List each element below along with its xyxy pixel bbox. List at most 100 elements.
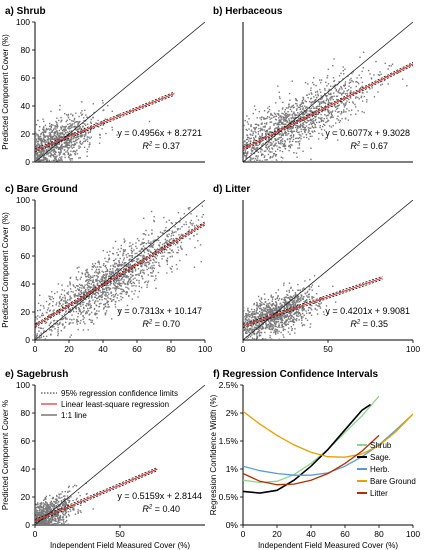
- data-point: [50, 333, 52, 335]
- data-point: [53, 153, 56, 155]
- data-point: [71, 160, 73, 162]
- data-point: [295, 141, 297, 143]
- data-point: [79, 141, 81, 144]
- data-point: [100, 280, 102, 282]
- data-point: [77, 285, 79, 287]
- data-point: [59, 146, 62, 148]
- data-point: [166, 257, 169, 259]
- data-point: [101, 128, 103, 130]
- data-point: [283, 120, 285, 122]
- data-point: [66, 119, 68, 122]
- data-point: [291, 80, 294, 82]
- data-point: [121, 261, 124, 263]
- data-point: [99, 289, 101, 291]
- data-point: [63, 149, 66, 151]
- data-point: [35, 129, 36, 132]
- data-point: [281, 304, 283, 306]
- data-point: [62, 137, 65, 139]
- data-point: [87, 131, 90, 134]
- data-point: [62, 303, 64, 305]
- data-point: [42, 331, 45, 334]
- data-point: [275, 330, 277, 332]
- data-point: [333, 95, 335, 98]
- data-point: [346, 90, 348, 92]
- data-point: [111, 271, 113, 274]
- data-point: [258, 335, 261, 337]
- data-point: [43, 120, 45, 123]
- data-point: [298, 117, 300, 119]
- data-point: [289, 303, 292, 306]
- y-axis-label: Predicted Component Cover %: [1, 400, 10, 510]
- data-point: [73, 294, 75, 296]
- data-point: [296, 99, 298, 102]
- data-point: [342, 73, 345, 75]
- data-point: [40, 336, 43, 339]
- data-point: [58, 140, 60, 143]
- data-point: [59, 156, 61, 159]
- data-point: [68, 139, 71, 142]
- data-point: [276, 139, 278, 142]
- data-point: [249, 328, 252, 330]
- data-point: [175, 221, 177, 224]
- data-point: [301, 119, 304, 121]
- data-point: [313, 83, 315, 86]
- data-point: [123, 262, 125, 265]
- data-point: [68, 132, 70, 134]
- data-point: [278, 129, 280, 131]
- data-point: [48, 132, 51, 134]
- data-point: [293, 313, 295, 316]
- data-point: [277, 316, 279, 318]
- data-point: [297, 141, 299, 143]
- data-point: [114, 290, 117, 292]
- data-point: [67, 113, 70, 116]
- data-point: [101, 288, 104, 290]
- data-point: [303, 287, 305, 289]
- data-point: [83, 321, 85, 323]
- data-point: [277, 133, 279, 135]
- data-point: [247, 336, 250, 338]
- data-point: [363, 95, 366, 98]
- data-point: [284, 145, 287, 147]
- data-point: [86, 287, 89, 289]
- data-point: [248, 319, 251, 321]
- data-point: [79, 287, 81, 289]
- data-point: [341, 112, 343, 114]
- data-point: [251, 334, 253, 336]
- data-point: [312, 127, 315, 129]
- data-point: [42, 131, 44, 134]
- data-point: [98, 261, 100, 264]
- data-point: [44, 131, 47, 134]
- r-squared-label: R2 = 0.35: [350, 319, 388, 329]
- data-point: [292, 112, 294, 115]
- data-point: [318, 132, 320, 135]
- data-point: [299, 126, 302, 128]
- data-point: [153, 264, 155, 267]
- data-point: [244, 149, 247, 151]
- data-point: [264, 319, 266, 321]
- data-point: [153, 215, 155, 218]
- data-point: [297, 127, 299, 129]
- data-point: [304, 131, 306, 133]
- data-point: [247, 320, 249, 322]
- data-point: [105, 279, 107, 281]
- data-point: [75, 134, 77, 136]
- r-squared-value: = 0.37: [152, 141, 180, 151]
- data-point: [82, 131, 85, 134]
- data-point: [284, 323, 287, 326]
- data-point: [78, 157, 80, 159]
- data-point: [130, 270, 133, 273]
- data-point: [270, 309, 272, 311]
- data-point: [298, 118, 300, 120]
- data-point: [55, 146, 58, 148]
- data-point: [68, 130, 71, 133]
- data-point: [253, 138, 256, 140]
- data-point: [266, 312, 269, 314]
- data-point: [312, 113, 315, 115]
- data-point: [75, 139, 77, 142]
- data-point: [251, 134, 254, 136]
- data-point: [36, 140, 38, 143]
- data-point: [105, 291, 107, 293]
- data-point: [292, 125, 294, 128]
- data-point: [145, 262, 147, 264]
- data-point: [140, 247, 143, 250]
